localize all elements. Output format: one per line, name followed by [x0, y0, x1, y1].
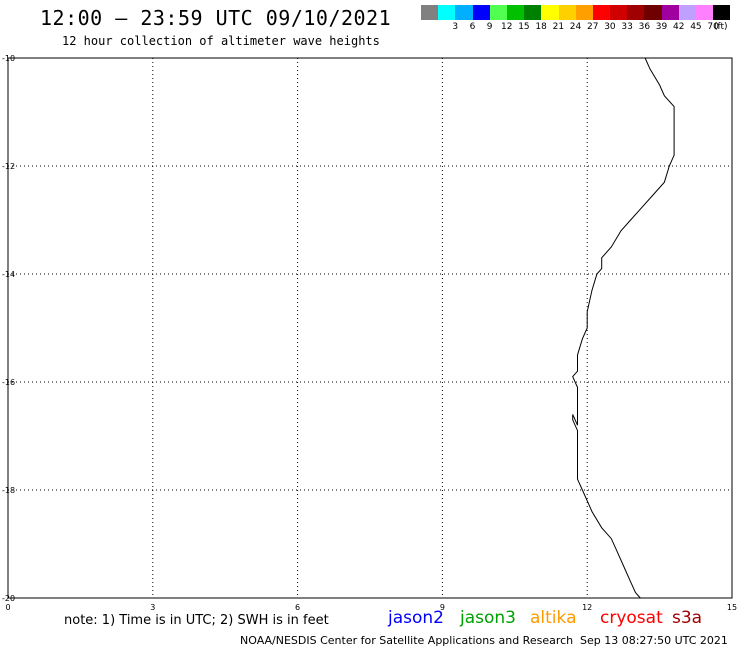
legend-swatch	[489, 5, 507, 20]
legend-label: 18	[535, 22, 547, 32]
lat-tick-label: -12	[2, 162, 15, 171]
legend-label: 42	[673, 22, 685, 32]
legend-swatch	[421, 5, 439, 20]
map-frame	[7, 57, 733, 599]
legend-swatch	[438, 5, 456, 20]
legend-swatch	[661, 5, 679, 20]
legend-swatch	[506, 5, 525, 20]
legend-label: 70	[707, 22, 719, 32]
legend-swatch	[575, 5, 593, 20]
legend-swatch	[524, 5, 542, 20]
legend-label: 12	[501, 22, 513, 32]
legend-label: 27	[587, 22, 599, 32]
satellite-name: s3a	[672, 608, 703, 628]
satellite-name: jason2	[388, 608, 444, 628]
credit-timestamp: Sep 13 08:27:50 UTC 2021	[580, 634, 728, 647]
legend-swatch	[713, 5, 731, 20]
legend-swatch	[592, 5, 611, 20]
legend-swatch	[541, 5, 559, 20]
lon-tick-label: 6	[295, 603, 300, 612]
legend-swatch	[455, 5, 473, 20]
color-legend	[421, 5, 731, 21]
lat-tick-label: -14	[2, 270, 15, 279]
lon-tick-label: 12	[582, 603, 592, 612]
legend-swatch	[627, 5, 645, 20]
lat-tick-label: -20	[2, 594, 15, 603]
legend-label: 30	[604, 22, 616, 32]
legend-label: 36	[638, 22, 651, 32]
satellite-name: cryosat	[600, 608, 663, 628]
satellite-name: altika	[530, 608, 577, 628]
footer-note: note: 1) Time is in UTC; 2) SWH is in fe…	[64, 613, 329, 628]
lat-tick-label: -10	[2, 54, 15, 63]
legend-label: 39	[655, 22, 668, 32]
legend-swatch	[644, 5, 662, 20]
map-subtitle: 12 hour collection of altimeter wave hei…	[62, 34, 380, 48]
lat-tick-label: -18	[2, 486, 15, 495]
legend-swatch	[696, 5, 714, 20]
legend-label: 21	[552, 22, 565, 32]
lon-tick-label: 15	[727, 603, 737, 612]
lat-tick-label: -16	[2, 378, 15, 387]
legend-label: 6	[469, 22, 476, 32]
legend-label: 24	[569, 22, 582, 32]
lon-tick-label: 9	[440, 603, 445, 612]
legend-label: 45	[690, 22, 702, 32]
map-title: 12:00 – 23:59 UTC 09/10/2021	[40, 6, 392, 30]
legend-swatch	[558, 5, 576, 20]
legend-swatch	[678, 5, 696, 20]
legend-label: 15	[518, 22, 530, 32]
legend-label: 33	[621, 22, 633, 32]
legend-swatch	[472, 5, 490, 20]
satellite-name: jason3	[460, 608, 516, 628]
legend-units: (ft)	[714, 22, 728, 32]
lon-tick-label: 3	[150, 603, 155, 612]
coastline	[572, 57, 675, 599]
credit-text: NOAA/NESDIS Center for Satellite Applica…	[240, 634, 574, 647]
lon-tick-label: 0	[5, 603, 10, 612]
legend-swatch	[610, 5, 628, 20]
legend-label: 3	[452, 22, 459, 32]
legend-label: 9	[486, 22, 493, 32]
